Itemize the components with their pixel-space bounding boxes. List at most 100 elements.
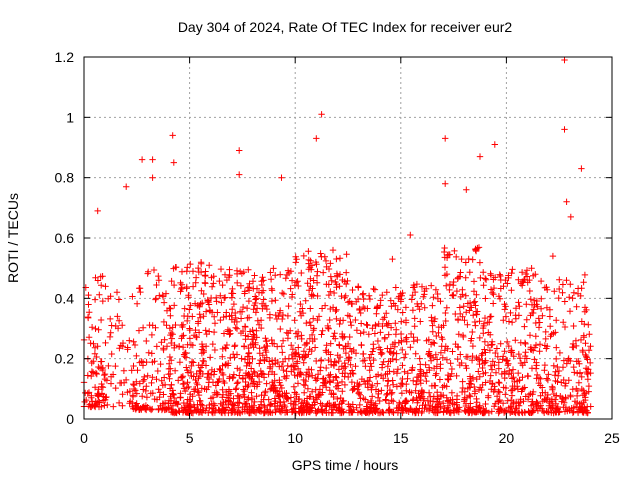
x-tick-label: 25 [604,430,620,446]
data-point [195,389,202,396]
data-point [303,340,310,347]
data-point [242,372,250,379]
data-point [387,345,394,352]
data-point [328,277,335,284]
data-point [236,394,243,402]
data-point [155,277,163,284]
data-point [333,383,340,391]
data-point [288,351,295,359]
data-point [411,315,418,322]
data-point [469,374,477,381]
data-point [453,372,460,380]
data-point [237,315,245,322]
data-point [161,404,169,411]
data-point [119,322,126,329]
data-point [504,357,511,364]
data-point [277,307,284,314]
data-point [209,394,217,401]
data-point [288,277,296,284]
data-point [317,250,324,257]
data-point [159,382,166,389]
data-point [237,282,245,289]
data-point [482,275,489,282]
data-point [229,285,236,293]
data-point [573,342,580,350]
data-point [256,360,263,367]
data-point [282,393,289,400]
data-point [581,390,588,397]
data-point [317,367,324,374]
data-point [139,377,147,385]
data-point [318,356,325,364]
data-point [437,361,444,368]
data-point [441,244,448,252]
data-point [544,408,552,416]
data-point [324,324,332,332]
data-point [284,312,292,320]
data-point [546,313,554,320]
data-point [314,375,321,382]
data-point [419,408,426,415]
data-point [272,272,279,279]
data-point [251,332,258,340]
data-point [473,408,480,416]
data-point [399,409,406,417]
data-point [258,281,266,289]
data-point [521,359,528,366]
data-point [567,213,574,221]
data-point [360,303,367,311]
data-point [398,318,405,325]
data-point [586,331,593,338]
data-point [291,389,299,396]
data-point [245,344,252,352]
data-point [326,387,333,394]
data-point [333,270,341,277]
data-point [148,331,156,339]
data-point [515,299,522,306]
data-point [552,400,560,407]
data-point [241,343,248,350]
data-point [233,267,241,274]
data-point [578,285,585,292]
data-point [454,355,461,363]
data-point [432,286,440,293]
data-point [314,371,322,378]
data-point [527,296,534,303]
data-point [481,346,488,353]
data-point [463,365,470,372]
data-point [559,289,566,296]
data-point [101,402,108,409]
data-point [577,292,584,300]
data-point [397,330,405,338]
data-point [577,336,585,344]
data-point [375,388,382,395]
data-point [184,317,191,325]
y-tick-label: 1 [66,109,74,125]
data-point [458,255,465,263]
data-point [442,309,449,317]
data-point [512,405,519,412]
data-point [371,330,379,337]
data-point [244,314,251,322]
data-point [466,269,473,276]
data-point [281,403,289,411]
data-point [334,395,341,403]
data-point [383,320,390,327]
data-point [313,279,321,286]
data-point [433,356,441,363]
data-point [582,340,589,347]
data-point [442,343,449,350]
data-point [110,403,117,410]
data-point [180,385,188,392]
data-point [298,403,305,410]
data-point [260,296,267,303]
data-point [551,372,559,379]
data-point [153,281,160,289]
data-point [343,269,350,276]
data-point [424,397,432,404]
data-point [378,387,385,394]
y-tick-label: 0 [66,411,74,427]
data-point [508,287,515,294]
data-point [560,357,568,364]
data-point [85,301,92,308]
